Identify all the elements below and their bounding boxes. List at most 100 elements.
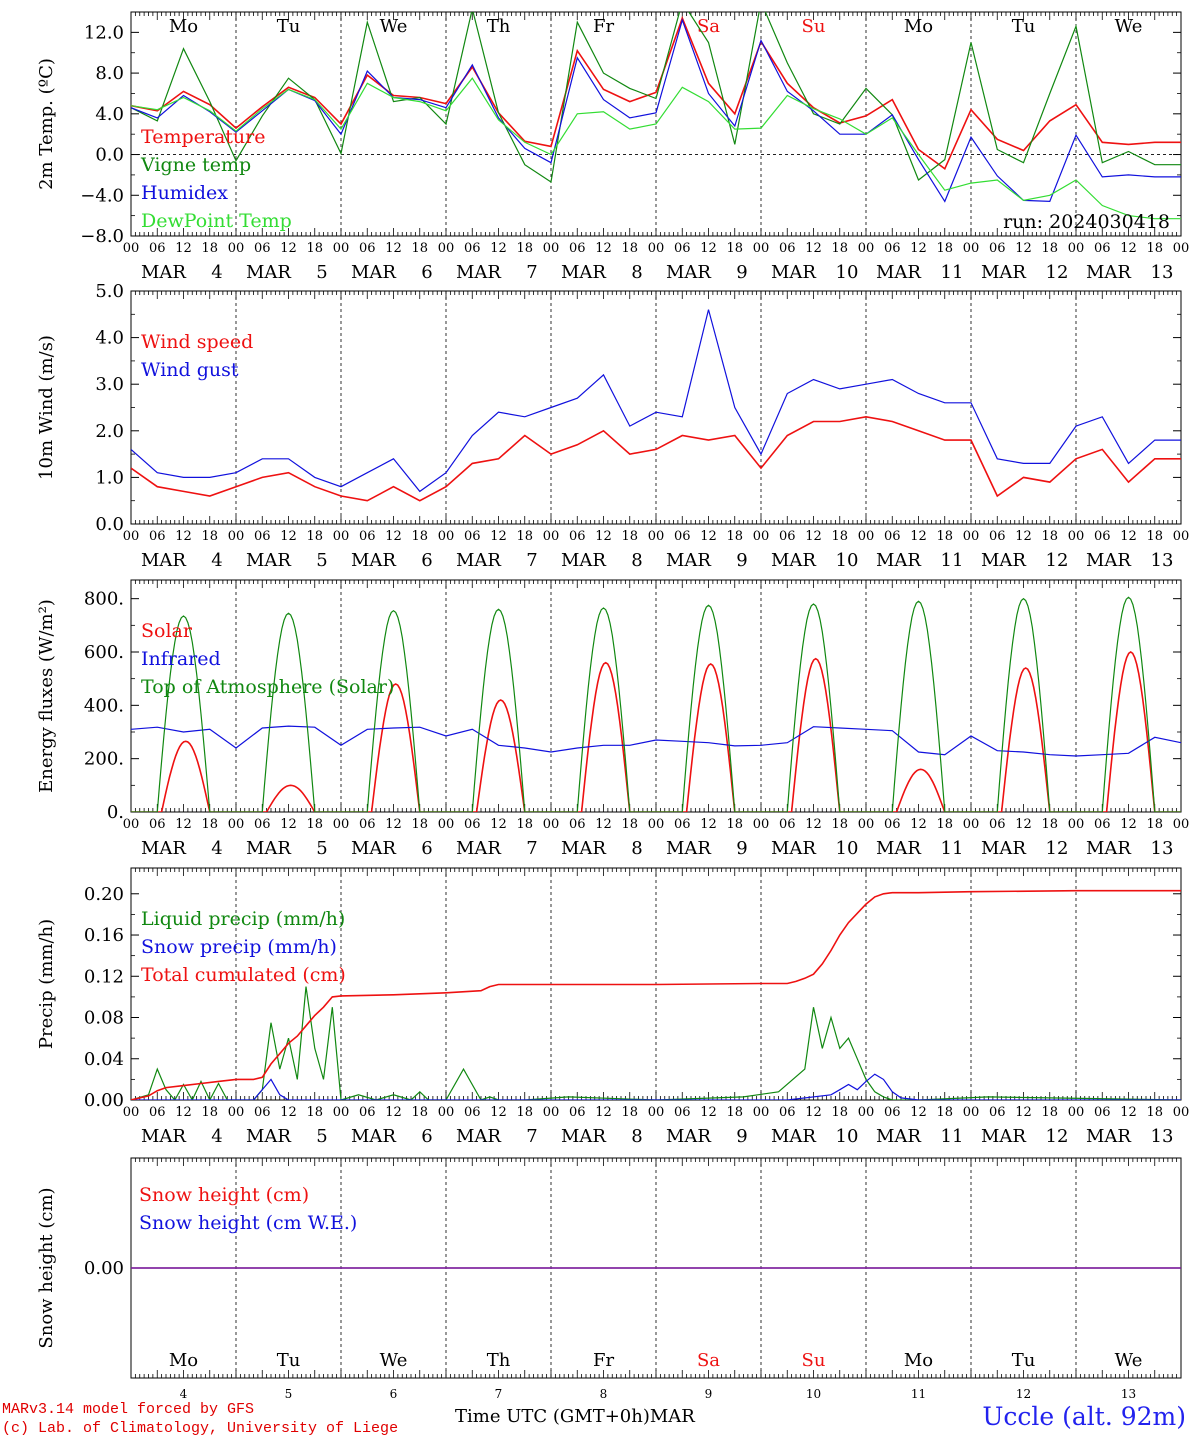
hour-tick-label: 18 bbox=[306, 241, 323, 256]
month-label: MAR bbox=[561, 550, 606, 571]
series-group bbox=[131, 309, 1181, 502]
date-label: 11 bbox=[941, 838, 964, 859]
month-label: MAR bbox=[981, 838, 1026, 859]
hour-tick-label: 18 bbox=[726, 241, 743, 256]
date-label: 4 bbox=[180, 1387, 188, 1401]
date-label: 12 bbox=[1046, 262, 1069, 283]
date-label: 11 bbox=[941, 1126, 964, 1147]
hour-tick-label: 06 bbox=[359, 817, 376, 832]
hour-tick-label: 12 bbox=[595, 529, 612, 544]
y-axis-label: Snow height (cm) bbox=[36, 1187, 57, 1348]
hour-tick-label: 00 bbox=[543, 241, 560, 256]
month-label: MAR bbox=[1086, 262, 1131, 283]
legend-entry: Solar bbox=[141, 620, 193, 642]
panel-wind: 0.0 1.0 2.0 3.0 4.0 5.0 10m Wind (m/s) 00 06 12 18… bbox=[36, 281, 1189, 571]
hour-tick-label: 00 bbox=[333, 241, 350, 256]
month-label: MAR bbox=[456, 262, 501, 283]
y-axis-label: 2m Temp. (ºC) bbox=[36, 58, 57, 190]
hour-tick-label: 00 bbox=[333, 529, 350, 544]
month-label: MAR bbox=[351, 1126, 396, 1147]
hour-tick-label: 06 bbox=[1094, 241, 1111, 256]
y-tick-label: 0.00 bbox=[84, 1090, 124, 1111]
hour-tick-label: 06 bbox=[884, 241, 901, 256]
hour-tick-label: 06 bbox=[464, 241, 481, 256]
hour-tick-label: 18 bbox=[936, 1105, 953, 1120]
y-tick-label: 4.0 bbox=[95, 104, 124, 125]
date-label: 8 bbox=[631, 262, 642, 283]
hour-tick-label: 06 bbox=[884, 817, 901, 832]
run-label: run: 2024030418 bbox=[1003, 211, 1170, 233]
hour-tick-label: 12 bbox=[595, 1105, 612, 1120]
date-label: 9 bbox=[736, 838, 747, 859]
hour-tick-label: 06 bbox=[149, 529, 166, 544]
date-label: 6 bbox=[421, 1126, 432, 1147]
date-label: 11 bbox=[941, 262, 964, 283]
hour-tick-label: 06 bbox=[779, 241, 796, 256]
date-label: 7 bbox=[526, 550, 537, 571]
hour-tick-label: 00 bbox=[858, 817, 875, 832]
legend-entry: Snow height (cm) bbox=[139, 1184, 309, 1206]
date-label: 7 bbox=[495, 1387, 503, 1401]
date-label: 12 bbox=[1016, 1387, 1031, 1401]
date-label: 9 bbox=[736, 550, 747, 571]
hour-tick-label: 00 bbox=[963, 817, 980, 832]
hour-tick-label: 06 bbox=[989, 241, 1006, 256]
date-label: 13 bbox=[1121, 1387, 1136, 1401]
hour-tick-label: 00 bbox=[438, 817, 455, 832]
hour-tick-label: 00 bbox=[438, 1105, 455, 1120]
hour-tick-label: 12 bbox=[1120, 529, 1137, 544]
legend-entry: Total cumulated (cm) bbox=[141, 964, 346, 986]
hour-tick-label: 06 bbox=[1094, 1105, 1111, 1120]
hour-tick-label: 18 bbox=[831, 241, 848, 256]
hour-tick-label: 06 bbox=[569, 1105, 586, 1120]
date-label: 5 bbox=[316, 262, 327, 283]
hour-tick-label: 18 bbox=[726, 817, 743, 832]
legend-entry: Snow precip (mm/h) bbox=[141, 936, 337, 958]
date-label: 9 bbox=[705, 1387, 713, 1401]
month-label: MAR bbox=[246, 838, 291, 859]
hour-tick-label: 18 bbox=[411, 241, 428, 256]
hour-tick-label: 00 bbox=[228, 241, 245, 256]
month-label: MAR bbox=[981, 550, 1026, 571]
weekday-label: We bbox=[380, 1350, 408, 1371]
series-line-blue bbox=[131, 725, 1181, 757]
date-label: 13 bbox=[1151, 550, 1174, 571]
hour-tick-label: 18 bbox=[516, 529, 533, 544]
hour-tick-label: 18 bbox=[1146, 817, 1163, 832]
weekday-label: Sa bbox=[697, 1350, 720, 1371]
hour-tick-label: 00 bbox=[648, 817, 665, 832]
date-label: 7 bbox=[526, 838, 537, 859]
hour-tick-label: 18 bbox=[1041, 1105, 1058, 1120]
y-tick-label: 0. bbox=[107, 802, 124, 823]
hour-tick-label: 12 bbox=[805, 529, 822, 544]
hour-tick-label: 12 bbox=[1015, 1105, 1032, 1120]
hour-tick-label: 06 bbox=[464, 817, 481, 832]
month-label: MAR bbox=[876, 1126, 921, 1147]
month-label: MAR bbox=[981, 262, 1026, 283]
legend-entry: Wind gust bbox=[141, 359, 239, 381]
hour-tick-label: 12 bbox=[175, 1105, 192, 1120]
date-label: 5 bbox=[316, 1126, 327, 1147]
y-tick-label: 5.0 bbox=[95, 281, 124, 302]
series-line-green bbox=[131, 596, 1181, 812]
hour-tick-label: 12 bbox=[910, 1105, 927, 1120]
weekday-label: Tu bbox=[1012, 1350, 1036, 1371]
hour-tick-label: 18 bbox=[726, 529, 743, 544]
y-tick-label: 3.0 bbox=[95, 374, 124, 395]
y-tick-label: 2.0 bbox=[95, 421, 124, 442]
hour-tick-label: 00 bbox=[543, 1105, 560, 1120]
hour-tick-label: 18 bbox=[1041, 817, 1058, 832]
hour-tick-label: 18 bbox=[1041, 529, 1058, 544]
hour-tick-label: 06 bbox=[674, 241, 691, 256]
date-label: 6 bbox=[421, 838, 432, 859]
series-group bbox=[131, 889, 1181, 1100]
hour-tick-label: 00 bbox=[963, 529, 980, 544]
hour-tick-label: 00 bbox=[123, 1105, 140, 1120]
hour-tick-label: 06 bbox=[1094, 817, 1111, 832]
hour-tick-label: 06 bbox=[149, 817, 166, 832]
hour-tick-label: 06 bbox=[359, 1105, 376, 1120]
y-axis-label: 10m Wind (m/s) bbox=[36, 335, 57, 480]
hour-tick-label: 06 bbox=[569, 241, 586, 256]
date-label: 4 bbox=[211, 550, 222, 571]
